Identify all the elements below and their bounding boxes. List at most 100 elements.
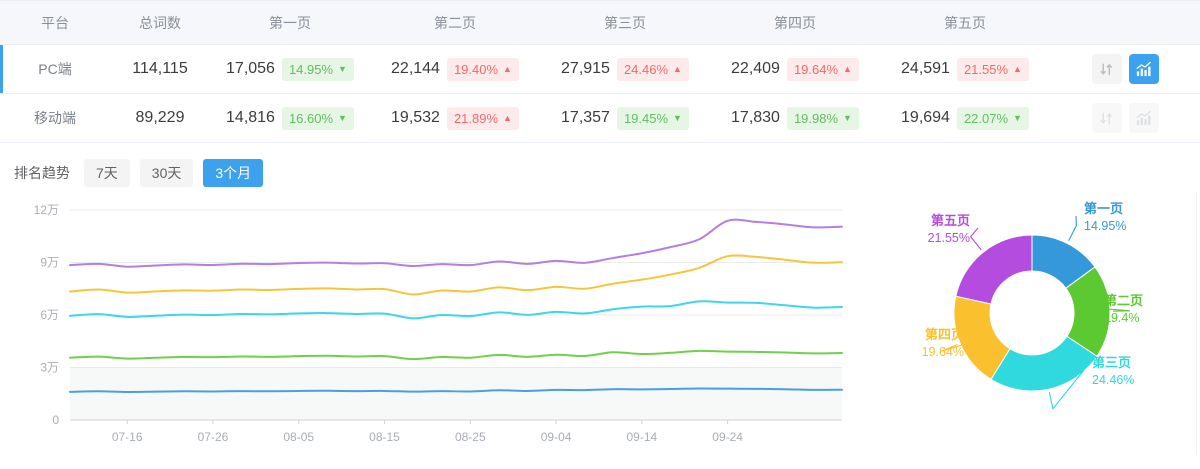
page-change-badge: 19.64% ▲ <box>786 57 859 81</box>
donut-leader-line <box>1048 369 1085 410</box>
caret-up-icon: ▲ <box>503 112 512 123</box>
page-change-badge: 16.60% ▼ <box>281 106 354 130</box>
donut-slice-第三页 <box>990 335 1098 392</box>
table-header-row: 平台 总词数 第一页 第二页 第三页 第四页 第五页 <box>0 0 1200 45</box>
trend-toolbar: 排名趋势 7天 30天 3个月 <box>0 155 1200 191</box>
trend-title: 排名趋势 <box>14 165 70 181</box>
page-change-pct: 22.07% <box>963 110 1009 126</box>
page-count: 19,694 <box>901 109 950 126</box>
line-series-第五页 <box>69 218 843 268</box>
page-change-pct: 19.64% <box>793 61 839 77</box>
page-count: 17,357 <box>561 109 610 126</box>
page-change-pct: 16.60% <box>288 110 334 126</box>
total-value: 89,229 <box>135 109 185 126</box>
page-change-badge: 19.45% ▼ <box>616 106 689 130</box>
col-header-page2: 第二页 <box>370 0 540 45</box>
caret-up-icon: ▲ <box>843 63 852 74</box>
page-change-badge: 24.46% ▲ <box>616 57 689 81</box>
col-header-actions <box>1050 0 1200 45</box>
y-axis-tick: 9万 <box>40 256 59 270</box>
cell-page4: 17,830 19.98% ▼ <box>710 93 880 143</box>
donut-label: 第五页 <box>931 213 970 228</box>
x-axis-tick: 08-25 <box>455 430 486 444</box>
range-30d-button[interactable]: 30天 <box>139 158 194 188</box>
sort-icon[interactable] <box>1091 54 1122 84</box>
rank-trend-line-chart[interactable]: 03万6万9万12万爱站网07-1607-2608-0508-1508-2509… <box>0 192 860 469</box>
line-series-第一页 <box>69 387 843 394</box>
total-value: 114,115 <box>132 60 188 77</box>
chart-icon[interactable] <box>1128 103 1159 133</box>
donut-leader-line <box>1068 215 1077 242</box>
page-change-badge: 22.07% ▼ <box>956 106 1029 130</box>
chart-icon[interactable] <box>1128 54 1159 84</box>
x-axis-tick: 08-05 <box>283 430 314 444</box>
table-row[interactable]: PC端 114,115 17,056 14.95% ▼ 22,144 19.40… <box>0 44 1200 94</box>
donut-leader-line <box>1095 307 1131 312</box>
range-7d-button[interactable]: 7天 <box>84 158 130 188</box>
page-change-badge: 14.95% ▼ <box>281 57 354 81</box>
page-count: 24,591 <box>901 60 950 77</box>
page-change-pct: 21.89% <box>453 110 499 126</box>
x-axis-tick: 07-16 <box>112 430 143 444</box>
col-header-page1: 第一页 <box>210 0 370 45</box>
page-change-pct: 19.98% <box>793 110 839 126</box>
page-change-pct: 24.46% <box>623 61 669 77</box>
donut-label: 第四页 <box>925 327 964 342</box>
donut-leader-line <box>969 227 982 251</box>
col-header-page5: 第五页 <box>880 0 1050 45</box>
page-count: 27,915 <box>561 60 610 77</box>
caret-up-icon: ▲ <box>1013 63 1022 74</box>
caret-up-icon: ▲ <box>503 63 512 74</box>
col-header-page3: 第三页 <box>540 0 710 45</box>
range-3m-button[interactable]: 3个月 <box>203 158 264 188</box>
line-series-第四页 <box>69 254 843 296</box>
y-axis-tick: 0 <box>52 413 59 427</box>
page-count: 17,056 <box>226 60 275 77</box>
page-change-badge: 21.89% ▲ <box>446 106 519 130</box>
cell-actions <box>1050 93 1200 143</box>
x-axis-tick: 09-24 <box>712 430 743 444</box>
donut-label: 第二页 <box>1104 293 1143 308</box>
page-count: 17,830 <box>731 109 780 126</box>
page-change-pct: 21.55% <box>963 61 1009 77</box>
page-change-pct: 14.95% <box>288 61 334 77</box>
y-axis-tick: 6万 <box>40 308 59 322</box>
page-count: 14,816 <box>226 109 275 126</box>
page-distribution-donut-chart[interactable]: 第一页 14.95% 第二页 19.4% 第三页 24.46% 第四页 19.64% 第五页 21… <box>860 180 1200 460</box>
donut-label: 第三页 <box>1092 355 1131 370</box>
panel-divider <box>1196 192 1197 454</box>
sort-icon[interactable] <box>1091 103 1122 133</box>
cell-actions <box>1050 44 1200 94</box>
cell-page4: 22,409 19.64% ▲ <box>710 44 880 94</box>
caret-up-icon: ▲ <box>673 63 682 74</box>
col-header-platform: 平台 <box>0 0 110 45</box>
cell-total: 114,115 <box>110 44 210 94</box>
cell-total: 89,229 <box>110 93 210 143</box>
page-change-badge: 21.55% ▲ <box>956 57 1029 81</box>
donut-leader-line <box>941 341 973 352</box>
caret-down-icon: ▼ <box>338 63 347 74</box>
donut-value: 19.4% <box>1104 311 1139 325</box>
page-count: 19,532 <box>391 109 440 126</box>
cell-page3: 17,357 19.45% ▼ <box>540 93 710 143</box>
cell-page2: 19,532 21.89% ▲ <box>370 93 540 143</box>
y-axis-tick: 3万 <box>40 361 59 375</box>
page-change-pct: 19.45% <box>623 110 669 126</box>
donut-value: 14.95% <box>1084 219 1126 233</box>
donut-label: 第一页 <box>1084 201 1123 216</box>
donut-slice-第五页 <box>955 234 1033 305</box>
cell-platform: 移动端 <box>0 93 110 143</box>
line-series-第二页 <box>69 349 843 361</box>
caret-down-icon: ▼ <box>843 112 852 123</box>
cell-page5: 24,591 21.55% ▲ <box>880 44 1050 94</box>
cell-page1: 14,816 16.60% ▼ <box>210 93 370 143</box>
cell-platform: PC端 <box>0 44 110 94</box>
cell-page2: 22,144 19.40% ▲ <box>370 44 540 94</box>
x-axis-tick: 08-15 <box>369 430 400 444</box>
page-change-badge: 19.98% ▼ <box>786 106 859 130</box>
x-axis-tick: 09-14 <box>627 430 658 444</box>
col-header-page4: 第四页 <box>710 0 880 45</box>
x-axis-tick: 07-26 <box>198 430 229 444</box>
table-row[interactable]: 移动端 89,229 14,816 16.60% ▼ 19,532 21.89%… <box>0 93 1200 143</box>
